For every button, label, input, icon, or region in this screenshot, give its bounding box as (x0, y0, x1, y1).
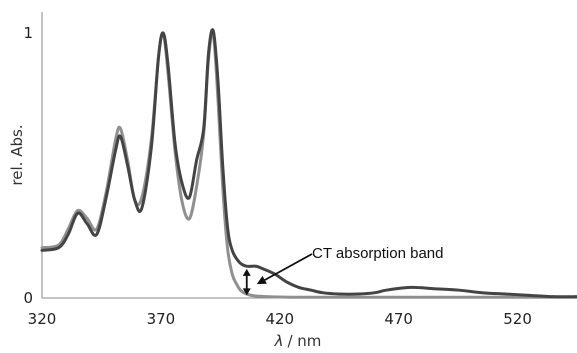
y-tick-label-1: 1 (23, 24, 33, 42)
annotation-double-arrow-top (242, 268, 251, 276)
x-tick-labels: 320 370 420 470 520 (28, 310, 532, 328)
series-layer (40, 28, 577, 299)
x-tick-label-370: 370 (147, 310, 176, 328)
annotation: CT absorption band (242, 245, 443, 296)
x-tick-label-470: 470 (384, 310, 413, 328)
series-line-2 (40, 30, 577, 299)
annotation-pointer (262, 253, 313, 282)
x-axis-symbol: λ (274, 332, 284, 350)
x-tick-label-420: 420 (265, 310, 294, 328)
y-tick-labels: 01 (23, 24, 33, 307)
y-tick-label-0: 0 (23, 289, 33, 307)
annotation-pointer-head (256, 275, 267, 285)
annotation-double-arrow-bottom (242, 288, 251, 296)
x-axis-unit: / nm (287, 332, 321, 350)
x-tick-label-520: 520 (503, 310, 532, 328)
y-axis-title: rel. Abs. (8, 124, 26, 185)
series-line-1 (40, 28, 577, 299)
x-axis-title: λ / nm (274, 332, 322, 350)
annotation-label: CT absorption band (312, 245, 443, 262)
x-tick-label-320: 320 (28, 310, 57, 328)
